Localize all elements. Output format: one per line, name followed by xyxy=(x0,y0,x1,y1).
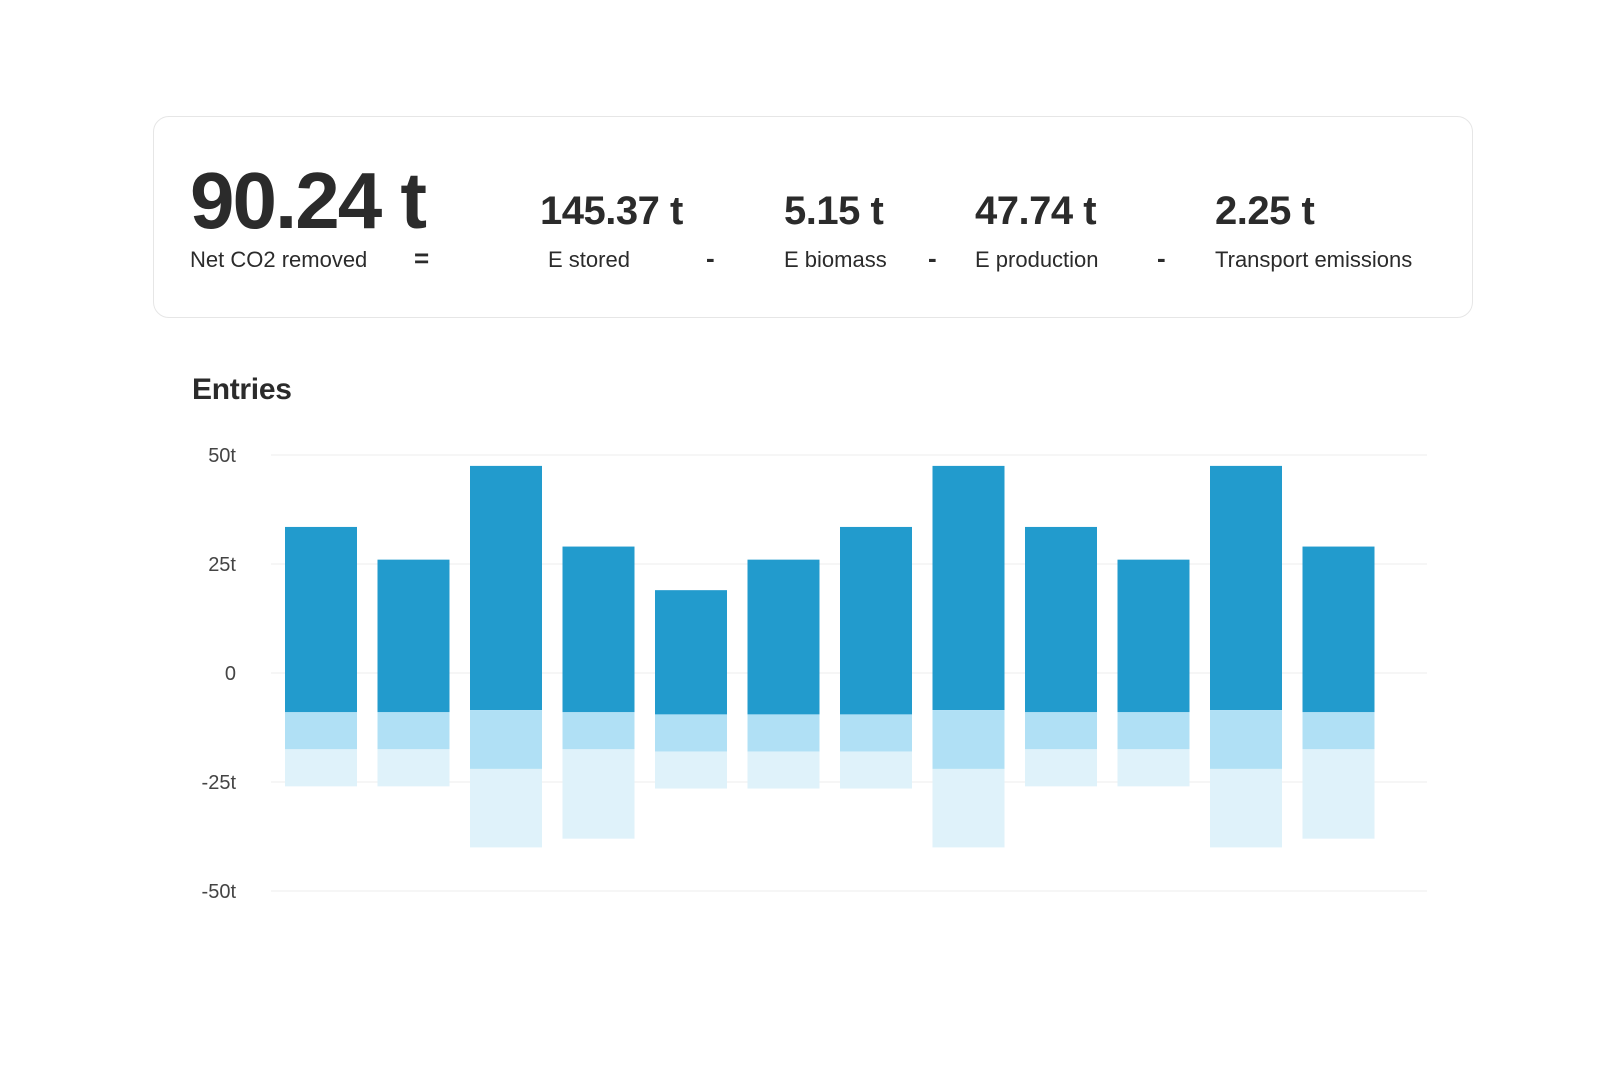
bar-segment-negative-1 xyxy=(840,673,912,715)
bar-segment-negative-1 xyxy=(562,673,635,713)
bar-stack xyxy=(1302,546,1375,839)
minus-operator-3: - xyxy=(1157,243,1166,273)
y-tick-label: 25t xyxy=(208,554,236,576)
bar-stack xyxy=(562,546,635,839)
summary-card: 90.24 t Net CO2 removed = 145.37 t E sto… xyxy=(153,116,1473,318)
y-tick-label: 50t xyxy=(208,445,236,467)
bar-segment-negative-2 xyxy=(285,712,357,750)
bar-segment-negative-3 xyxy=(1117,749,1190,787)
bar-stack xyxy=(285,526,357,787)
bar-stack xyxy=(840,526,912,789)
bar-segment-negative-3 xyxy=(1210,768,1282,848)
bar-segment-negative-3 xyxy=(1025,749,1097,787)
bar-segment-negative-2 xyxy=(1302,712,1375,750)
bar-segment-positive xyxy=(655,590,727,673)
e-production-value: 47.74 t xyxy=(975,189,1097,233)
bar-segment-negative-2 xyxy=(1117,712,1190,750)
bar-segment-negative-2 xyxy=(1210,710,1282,769)
bar-segment-negative-1 xyxy=(932,673,1005,711)
y-tick-label: 0 xyxy=(225,663,236,685)
e-biomass-label: E biomass xyxy=(784,247,887,272)
bar-stack xyxy=(1025,526,1097,787)
bar-segment-negative-1 xyxy=(1210,673,1282,711)
e-stored-value: 145.37 t xyxy=(540,189,683,233)
bar-segment-negative-3 xyxy=(377,749,450,787)
minus-operator-1: - xyxy=(706,243,715,273)
bar-segment-negative-3 xyxy=(932,768,1005,848)
bar-stack xyxy=(377,559,450,787)
bar-segment-negative-1 xyxy=(470,673,542,711)
bar-segment-negative-1 xyxy=(1302,673,1375,713)
bar-segment-positive xyxy=(840,526,912,673)
bar-segment-positive xyxy=(470,465,542,673)
transport-emissions-value: 2.25 t xyxy=(1215,189,1315,233)
entries-title: Entries xyxy=(192,373,292,406)
bar-segment-negative-2 xyxy=(655,714,727,752)
bar-segment-negative-3 xyxy=(840,751,912,789)
bar-segment-negative-2 xyxy=(377,712,450,750)
bar-segment-negative-3 xyxy=(285,749,357,787)
bar-segment-negative-3 xyxy=(747,751,820,789)
bar-segment-negative-3 xyxy=(655,751,727,789)
bar-segment-negative-2 xyxy=(932,710,1005,769)
bar-segment-negative-3 xyxy=(470,768,542,848)
bar-stack xyxy=(1210,465,1282,848)
bar-segment-negative-2 xyxy=(840,714,912,752)
bar-segment-positive xyxy=(1117,559,1190,673)
bar-segment-positive xyxy=(1025,526,1097,673)
bar-stack xyxy=(655,590,727,789)
minus-operator-2: - xyxy=(928,243,937,273)
bar-stack xyxy=(747,559,820,789)
bar-segment-positive xyxy=(1302,546,1375,673)
bar-segment-negative-1 xyxy=(285,673,357,713)
bar-segment-negative-1 xyxy=(655,673,727,715)
e-stored-label: E stored xyxy=(548,247,630,272)
transport-emissions-label: Transport emissions xyxy=(1215,247,1413,272)
bar-segment-negative-3 xyxy=(1302,749,1375,839)
bar-segment-negative-2 xyxy=(1025,712,1097,750)
net-co2-value: 90.24 t xyxy=(190,156,427,245)
bar-segment-negative-1 xyxy=(1025,673,1097,713)
bar-segment-negative-1 xyxy=(1117,673,1190,713)
e-production-label: E production xyxy=(975,247,1099,272)
bar-segment-negative-1 xyxy=(377,673,450,713)
bar-segment-negative-1 xyxy=(747,673,820,715)
bar-segment-positive xyxy=(747,559,820,673)
net-co2-label: Net CO2 removed xyxy=(190,247,368,272)
e-biomass-value: 5.15 t xyxy=(784,189,884,233)
bar-segment-positive xyxy=(562,546,635,673)
bar-segment-positive xyxy=(932,465,1005,673)
bar-stack xyxy=(470,465,542,848)
bar-segment-negative-2 xyxy=(747,714,820,752)
bar-segment-negative-2 xyxy=(470,710,542,769)
bar-stack xyxy=(932,465,1005,848)
bar-segment-negative-3 xyxy=(562,749,635,839)
y-tick-label: -50t xyxy=(202,881,237,903)
equals-operator: = xyxy=(414,243,430,273)
y-tick-label: -25t xyxy=(202,772,237,794)
bar-segment-positive xyxy=(285,526,357,673)
bar-stack xyxy=(1117,559,1190,787)
bar-segment-positive xyxy=(377,559,450,673)
bar-segment-positive xyxy=(1210,465,1282,673)
bar-segment-negative-2 xyxy=(562,712,635,750)
